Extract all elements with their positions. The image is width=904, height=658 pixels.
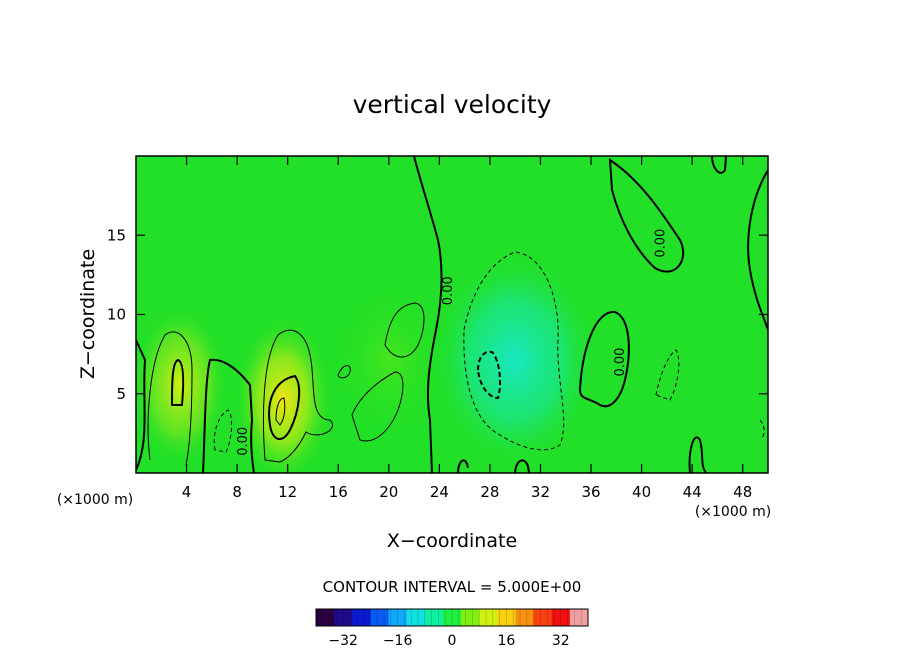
contour-zero xyxy=(413,156,443,473)
y-tick-label: 10 xyxy=(107,306,126,324)
colorbar-swatch xyxy=(569,609,589,626)
contour-zero xyxy=(578,310,630,408)
updraft-region xyxy=(233,315,333,473)
contour-label: 0.00 xyxy=(441,276,456,305)
contour-label: 0.00 xyxy=(613,348,628,377)
x-tick-label: 48 xyxy=(733,483,752,501)
contour-zero xyxy=(608,158,685,273)
colorbar-tick-label: 0 xyxy=(448,633,457,649)
colorbar-swatch xyxy=(497,609,516,626)
colorbar-swatch xyxy=(515,609,535,626)
contour-zero xyxy=(514,459,530,473)
contour-positive-strong xyxy=(268,374,301,440)
colorbar-swatch xyxy=(442,609,462,626)
colorbar-tick-label: 32 xyxy=(552,633,570,649)
x-axis-label: X−coordinate xyxy=(387,530,517,552)
contour-negative xyxy=(213,409,233,453)
contour-negative xyxy=(463,251,565,451)
contour-positive xyxy=(147,331,193,466)
x-tick-label: 8 xyxy=(232,483,242,501)
contour-positive-peak xyxy=(275,397,286,426)
contour-zero xyxy=(711,156,727,174)
x-unit-label-right: (×1000 m) xyxy=(695,504,771,520)
colorbar-frame xyxy=(315,608,589,627)
contour-label: 0.00 xyxy=(653,229,668,258)
colorbar-swatch xyxy=(533,609,553,626)
colorbar-swatch xyxy=(370,609,390,626)
colorbar-swatch xyxy=(406,609,426,626)
y-axis: 5 10 15 xyxy=(107,226,768,403)
contour-zero xyxy=(202,358,255,473)
contour-interval-text: CONTOUR INTERVAL = 5.000E+00 xyxy=(323,578,582,596)
x-axis: 4 8 12 16 20 24 28 32 36 40 44 48 xyxy=(182,156,752,501)
contour-negative xyxy=(655,349,680,401)
colorbar-tick-label: −32 xyxy=(328,633,358,649)
colorbar-swatch xyxy=(334,609,353,626)
contour-negative-strong xyxy=(476,350,501,400)
y-axis-label: Z−coordinate xyxy=(77,249,99,379)
contour-zero xyxy=(457,459,469,473)
x-tick-label: 36 xyxy=(581,483,600,501)
contour-positive xyxy=(337,365,351,379)
colorbar-swatch xyxy=(352,609,371,626)
colorbar-swatch xyxy=(316,609,335,626)
colorbar: −32 −16 0 16 32 xyxy=(315,608,589,649)
chart-title: vertical velocity xyxy=(353,90,552,119)
x-tick-label: 12 xyxy=(278,483,297,501)
x-tick-label: 16 xyxy=(329,483,348,501)
x-tick-label: 28 xyxy=(480,483,499,501)
x-tick-label: 20 xyxy=(379,483,398,501)
x-unit-label-left: (×1000 m) xyxy=(57,492,133,508)
colorbar-swatch xyxy=(424,609,444,626)
contour-negative xyxy=(759,419,765,439)
contour-label: 0.00 xyxy=(236,427,251,456)
x-tick-label: 40 xyxy=(632,483,651,501)
y-tick-label: 5 xyxy=(116,385,126,403)
contour-labels: 0.00 0.00 0.00 0.00 xyxy=(236,229,668,456)
contour-zero xyxy=(688,436,707,473)
colorbar-tick-label: 16 xyxy=(497,633,515,649)
colorbar-swatch xyxy=(388,609,408,626)
contour-positive-strong xyxy=(170,358,185,406)
updraft-region xyxy=(136,305,228,465)
x-tick-label: 32 xyxy=(531,483,550,501)
contour-zero xyxy=(747,169,768,331)
contour-lines xyxy=(136,156,768,473)
contour-positive xyxy=(384,302,425,358)
colorbar-swatch xyxy=(461,609,480,626)
plot-area: 0.00 0.00 0.00 0.00 xyxy=(136,156,768,473)
x-tick-label: 4 xyxy=(182,483,192,501)
x-tick-label: 24 xyxy=(430,483,449,501)
contour-zero xyxy=(136,339,147,471)
colorbar-swatch xyxy=(551,609,571,626)
colorbar-tick-label: −16 xyxy=(383,633,413,649)
colorbar-swatch xyxy=(479,609,498,626)
y-tick-label: 15 xyxy=(107,226,126,244)
contour-positive xyxy=(351,371,404,442)
x-tick-label: 44 xyxy=(683,483,702,501)
field-soft-region xyxy=(330,280,450,440)
downdraft-region xyxy=(430,250,600,470)
contour-positive xyxy=(262,329,333,463)
